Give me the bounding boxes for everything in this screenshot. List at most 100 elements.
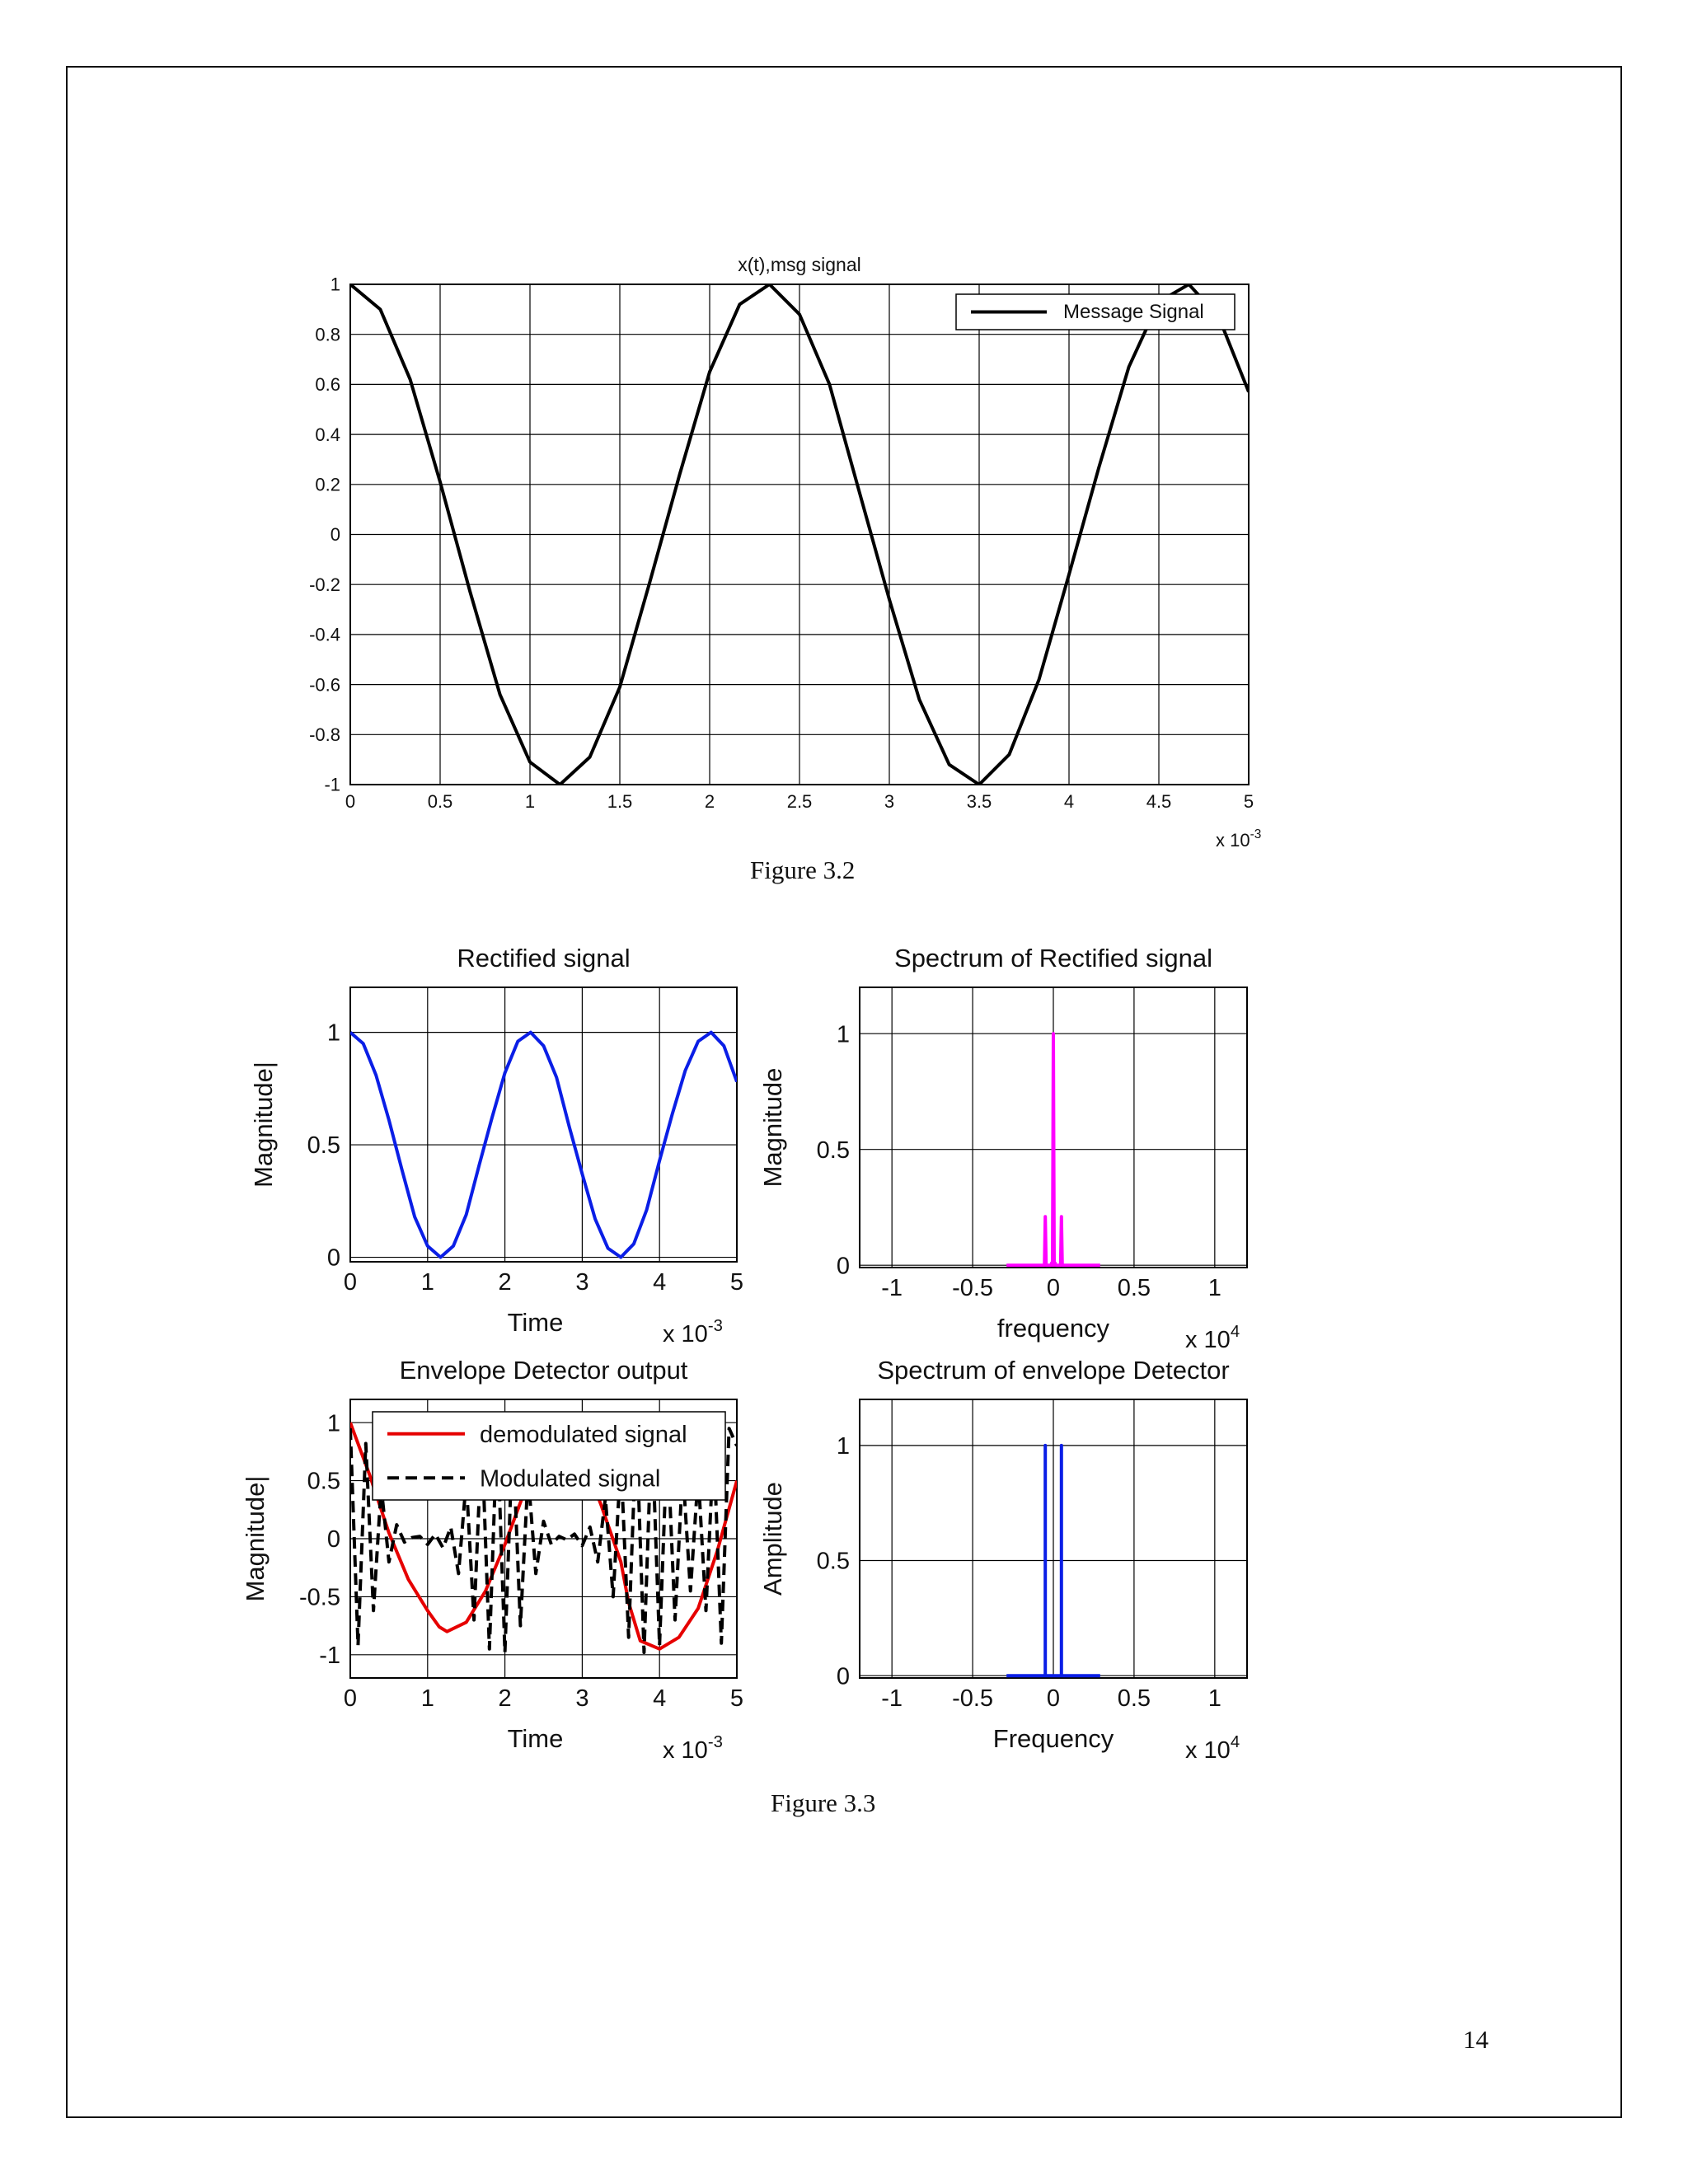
y-tick-label: 0: [331, 524, 340, 545]
y-tick-label: -0.8: [309, 724, 340, 745]
chart-spec2: -1 -0.5 0 0.5 1 0 0.5 1 Spectrum of envelope Det…: [758, 1356, 1248, 1764]
y-tick-label: -0.5: [299, 1585, 340, 1611]
x-axis-label: Frequency: [993, 1724, 1114, 1753]
legend-label: Modulated signal: [480, 1465, 660, 1492]
x-axis-label: Time: [508, 1308, 564, 1337]
series-line-0: [1006, 1032, 1100, 1268]
x-tick-label: 5: [730, 1269, 743, 1296]
x-tick-label: 2: [705, 791, 715, 812]
chart-rect: 0 1 2 3 4 5 0 0.5 1 Rectified signal Time Magnitude…: [249, 944, 743, 1347]
x-tick-label: 3: [884, 791, 894, 812]
chart-title: Spectrum of Rectified signal: [894, 944, 1212, 972]
chart-title: Envelope Detector output: [400, 1356, 688, 1385]
y-tick-label: 0: [837, 1253, 850, 1279]
x-tick-label: 5: [730, 1685, 743, 1712]
figure-3-2-caption: Figure 3.2: [750, 855, 856, 884]
y-tick-label: 0.5: [307, 1469, 340, 1495]
x-axis-multiplier-exponent: -3: [708, 1733, 723, 1751]
y-tick-label: 0.5: [817, 1137, 850, 1164]
x-axis-multiplier-exponent: -3: [708, 1317, 723, 1335]
x-tick-label: 4.5: [1146, 791, 1172, 812]
series-line-1: [350, 1424, 737, 1654]
y-axis-label: Magnitude|: [241, 1476, 270, 1602]
x-tick-label: 3: [575, 1685, 588, 1712]
x-tick-label: 2: [499, 1269, 512, 1296]
y-tick-label: 0.2: [315, 475, 340, 495]
x-axis-multiplier: x 10-3: [663, 1317, 723, 1347]
x-tick-label: 1: [1208, 1275, 1221, 1301]
series-line-0: [1006, 1443, 1100, 1678]
page-number: 14: [1463, 2025, 1489, 2054]
x-axis-multiplier: x 10-3: [1216, 827, 1261, 851]
x-tick-label: 0: [1047, 1275, 1060, 1301]
y-tick-label: 0.8: [315, 324, 340, 344]
x-tick-label: 4: [653, 1269, 666, 1296]
y-tick-label: 1: [331, 274, 340, 295]
chart-title: Rectified signal: [457, 944, 630, 972]
y-tick-label: -0.4: [309, 625, 340, 645]
y-tick-label: 0: [837, 1663, 850, 1690]
x-tick-label: 3: [575, 1269, 588, 1296]
x-tick-label: 0: [1047, 1685, 1060, 1712]
series-line-0: [350, 284, 1249, 785]
y-tick-label: 0.6: [315, 374, 340, 395]
y-tick-label: 0.5: [307, 1132, 340, 1159]
legend-label: demodulated signal: [480, 1422, 687, 1448]
chart-title: x(t),msg signal: [738, 254, 861, 275]
series-line-0: [350, 1030, 737, 1259]
y-tick-label: 0.4: [315, 424, 340, 445]
x-tick-label: -0.5: [952, 1275, 993, 1301]
y-tick-label: 0.5: [817, 1549, 850, 1575]
x-tick-label: 0: [345, 791, 355, 812]
x-axis-multiplier: x 104: [1185, 1323, 1240, 1353]
x-tick-label: 0.5: [428, 791, 453, 812]
y-tick-label: 1: [327, 1410, 340, 1436]
x-tick-label: 5: [1244, 791, 1254, 812]
x-tick-label: 2: [499, 1685, 512, 1712]
y-axis-label: Amplitude: [758, 1482, 787, 1596]
y-tick-label: -1: [319, 1643, 340, 1669]
y-axis-label: Magnitude: [758, 1068, 787, 1188]
y-tick-label: 1: [837, 1433, 850, 1460]
x-tick-label: 0: [344, 1269, 357, 1296]
page-border: [66, 66, 1622, 2118]
y-axis-label: Magnitude|: [249, 1062, 278, 1188]
x-tick-label: 4: [653, 1685, 666, 1712]
x-axis-multiplier-exponent: 4: [1231, 1323, 1240, 1341]
x-tick-label: 1: [1208, 1685, 1221, 1712]
chart-title: Spectrum of envelope Detector: [877, 1356, 1229, 1385]
x-tick-label: -0.5: [952, 1685, 993, 1712]
x-tick-label: 1: [421, 1269, 434, 1296]
x-tick-label: 3.5: [967, 791, 992, 812]
y-tick-label: 0: [327, 1526, 340, 1553]
y-tick-label: -1: [324, 775, 340, 795]
x-axis-multiplier: x 10-3: [663, 1733, 723, 1764]
x-tick-label: 1.5: [607, 791, 633, 812]
legend-label: Message Signal: [1063, 301, 1204, 323]
x-tick-label: -1: [881, 1275, 903, 1301]
x-axis-multiplier: x 104: [1185, 1733, 1240, 1764]
x-tick-label: 4: [1064, 791, 1074, 812]
x-axis-multiplier-exponent: 4: [1231, 1733, 1240, 1751]
legend-box: [372, 1411, 726, 1501]
y-tick-label: -0.2: [309, 574, 340, 595]
y-tick-label: 1: [837, 1021, 850, 1047]
x-tick-label: 0: [344, 1685, 357, 1712]
x-tick-label: -1: [881, 1685, 903, 1712]
y-tick-label: 1: [327, 1020, 340, 1047]
chart-msg: 0 0.5 1 1.5 2 2.5 3 3.5 4 4.5 5 -1 -0.8 -0.6 -0.4 -0.2 0…: [309, 254, 1261, 851]
y-tick-label: 0: [327, 1245, 340, 1272]
x-axis-label: Time: [508, 1724, 564, 1753]
plot-area: [349, 987, 738, 1263]
chart-spec1: -1 -0.5 0 0.5 1 0 0.5 1 Spectrum of Rectified si…: [758, 944, 1248, 1353]
figure-3-3-caption: Figure 3.3: [771, 1788, 876, 1817]
x-tick-label: 1: [421, 1685, 434, 1712]
x-tick-label: 1: [525, 791, 535, 812]
chart-env: 0 1 2 3 4 5 -1 -0.5 0 0.5 1 Envelope Detector outpu…: [241, 1356, 743, 1764]
x-tick-label: 0.5: [1118, 1685, 1151, 1712]
x-tick-label: 0.5: [1118, 1275, 1151, 1301]
y-tick-label: -0.6: [309, 674, 340, 695]
x-axis-label: frequency: [997, 1314, 1110, 1343]
x-tick-label: 2.5: [787, 791, 813, 812]
